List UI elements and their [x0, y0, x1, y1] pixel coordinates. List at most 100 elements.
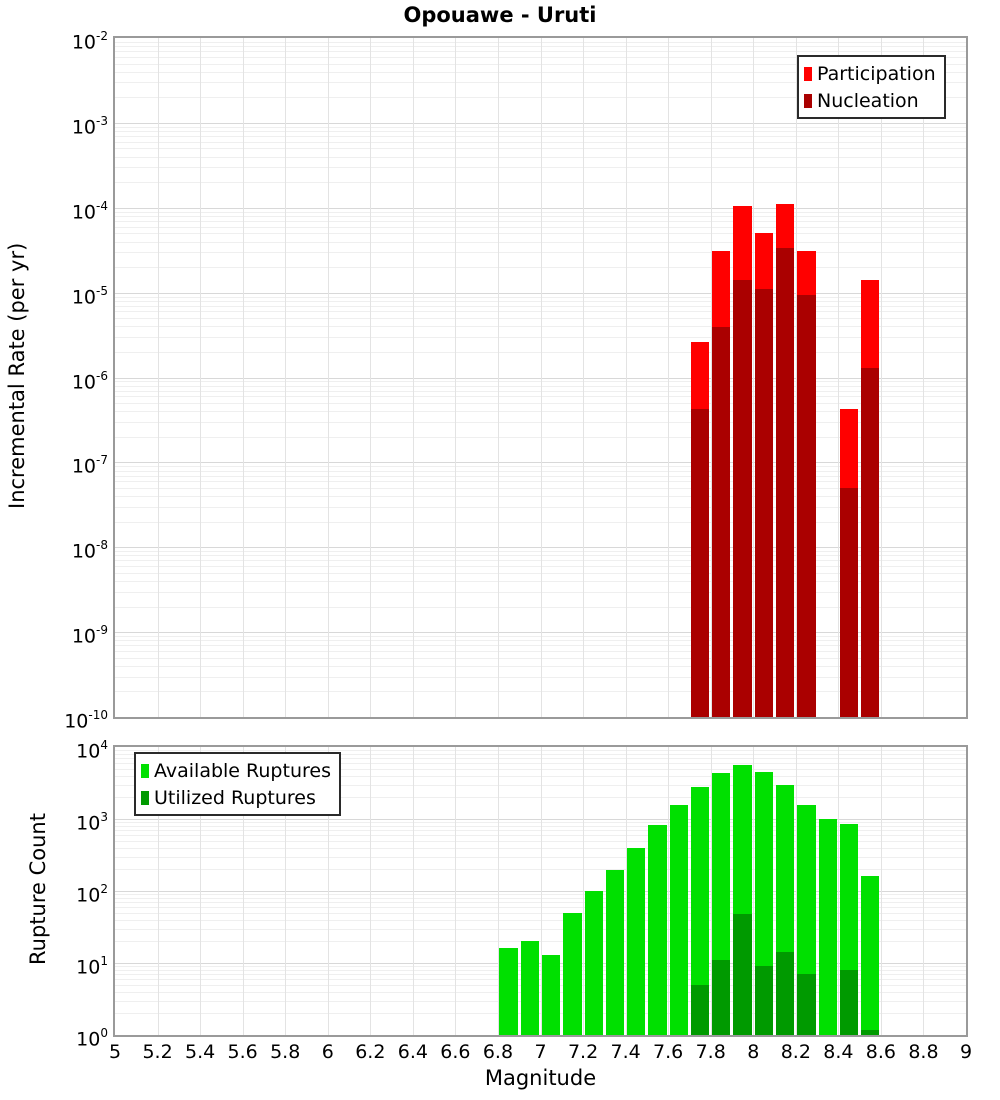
minor-gridline: [115, 351, 966, 353]
vertical-gridline: [200, 38, 202, 717]
bar-nucleation-m7.9: [733, 280, 752, 717]
minor-gridline: [115, 572, 966, 574]
major-gridline: [115, 963, 966, 964]
legend-label-available: Available Ruptures: [154, 759, 331, 782]
legend-label-participation: Participation: [817, 62, 936, 85]
bar-nucleation-m7.8: [712, 327, 731, 717]
minor-gridline: [115, 974, 966, 976]
minor-gridline: [115, 676, 966, 678]
vertical-gridline: [412, 38, 414, 717]
vertical-gridline: [540, 38, 542, 717]
legend-item-participation: Participation: [804, 60, 936, 87]
legend-item-available: Available Ruptures: [141, 757, 331, 784]
minor-gridline: [115, 241, 966, 243]
minor-gridline: [115, 825, 966, 827]
minor-gridline: [115, 403, 966, 405]
utilized-swatch-icon: [141, 790, 149, 805]
legend-label-utilized: Utilized Ruptures: [154, 786, 316, 809]
x-tick-label: 5.8: [270, 1041, 301, 1063]
minor-gridline: [115, 665, 966, 667]
minor-gridline: [115, 847, 966, 849]
available-swatch-icon: [141, 763, 149, 778]
minor-gridline: [115, 326, 966, 328]
minor-gridline: [115, 215, 966, 217]
minor-gridline: [115, 928, 966, 930]
minor-gridline: [115, 591, 966, 593]
minor-gridline: [115, 182, 966, 184]
minor-gridline: [115, 822, 966, 824]
y-tick-label: 102: [76, 882, 108, 907]
minor-gridline: [115, 167, 966, 169]
x-tick-label: 6.2: [355, 1041, 386, 1063]
y-tick-label: 10-9: [71, 623, 108, 648]
nucleation-swatch-icon: [804, 93, 812, 108]
minor-gridline: [115, 156, 966, 158]
minor-gridline: [115, 902, 966, 904]
minor-gridline: [115, 830, 966, 832]
vertical-gridline: [880, 747, 882, 1035]
minor-gridline: [115, 233, 966, 235]
y-tick-label: 100: [76, 1026, 108, 1051]
y-tick-label: 10-3: [71, 113, 108, 139]
minor-gridline: [115, 337, 966, 338]
bar-utilized-ruptures-m8: [754, 966, 774, 1035]
x-tick-label: 6.4: [397, 1041, 428, 1063]
x-tick-label: 7.4: [610, 1041, 641, 1063]
chart-title: Opouawe - Uruti: [403, 3, 597, 27]
bar-nucleation-m8.4: [839, 487, 859, 717]
vertical-gridline: [923, 747, 925, 1035]
minor-gridline: [115, 991, 966, 993]
minor-gridline: [115, 141, 966, 143]
x-tick-label: 8.4: [823, 1041, 854, 1063]
x-tick-label: 5.4: [184, 1041, 216, 1063]
minor-gridline: [115, 856, 966, 858]
vertical-gridline: [370, 38, 372, 717]
minor-gridline: [115, 318, 966, 320]
minor-gridline: [115, 305, 966, 307]
minor-gridline: [115, 869, 966, 871]
legend-label-nucleation: Nucleation: [817, 89, 919, 112]
y-tick-label: 10-5: [71, 283, 108, 308]
legend-item-utilized: Utilized Ruptures: [141, 784, 331, 811]
major-gridline: [115, 547, 966, 549]
vertical-gridline: [583, 38, 585, 717]
x-tick-label: 8: [747, 1041, 760, 1063]
minor-gridline: [115, 311, 966, 313]
bar-nucleation-m7.7: [690, 409, 710, 717]
top-plot-area: [113, 36, 968, 719]
minor-gridline: [115, 390, 966, 392]
x-tick-label: 7: [534, 1041, 547, 1063]
bar-utilized-ruptures-m7.8: [712, 960, 731, 1035]
minor-gridline: [115, 969, 966, 971]
minor-gridline: [115, 436, 966, 438]
x-tick-label: 5.2: [142, 1041, 173, 1063]
minor-gridline: [115, 267, 966, 269]
minor-gridline: [115, 411, 966, 413]
minor-gridline: [115, 966, 966, 968]
minor-gridline: [115, 148, 966, 150]
minor-gridline: [115, 252, 966, 254]
minor-gridline: [115, 521, 966, 523]
vertical-gridline: [157, 38, 159, 717]
x-tick-label: 7.8: [695, 1041, 726, 1063]
major-gridline: [115, 891, 966, 892]
y-tick-label: 10-10: [64, 708, 108, 733]
bottom-legend: Available Ruptures Utilized Ruptures: [134, 752, 341, 816]
x-tick-label: 8.6: [865, 1041, 896, 1063]
vertical-gridline: [242, 38, 244, 717]
vertical-gridline: [285, 38, 287, 717]
minor-gridline: [115, 894, 966, 896]
vertical-gridline: [327, 38, 329, 717]
x-tick-label: 7.6: [653, 1041, 684, 1063]
bar-available-ruptures-m7.7: [690, 786, 710, 1035]
bar-nucleation-m8: [754, 289, 774, 717]
y-tick-label: 10-6: [71, 368, 108, 393]
legend-item-nucleation: Nucleation: [804, 87, 936, 114]
minor-gridline: [115, 385, 966, 387]
minor-gridline: [115, 496, 966, 498]
minor-gridline: [115, 645, 966, 647]
minor-gridline: [115, 650, 966, 652]
y-tick-label: 10-2: [71, 29, 108, 54]
bar-utilized-ruptures-m8.5: [861, 1030, 880, 1035]
